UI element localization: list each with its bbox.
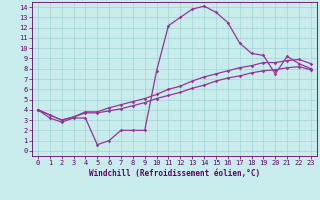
X-axis label: Windchill (Refroidissement éolien,°C): Windchill (Refroidissement éolien,°C) xyxy=(89,169,260,178)
